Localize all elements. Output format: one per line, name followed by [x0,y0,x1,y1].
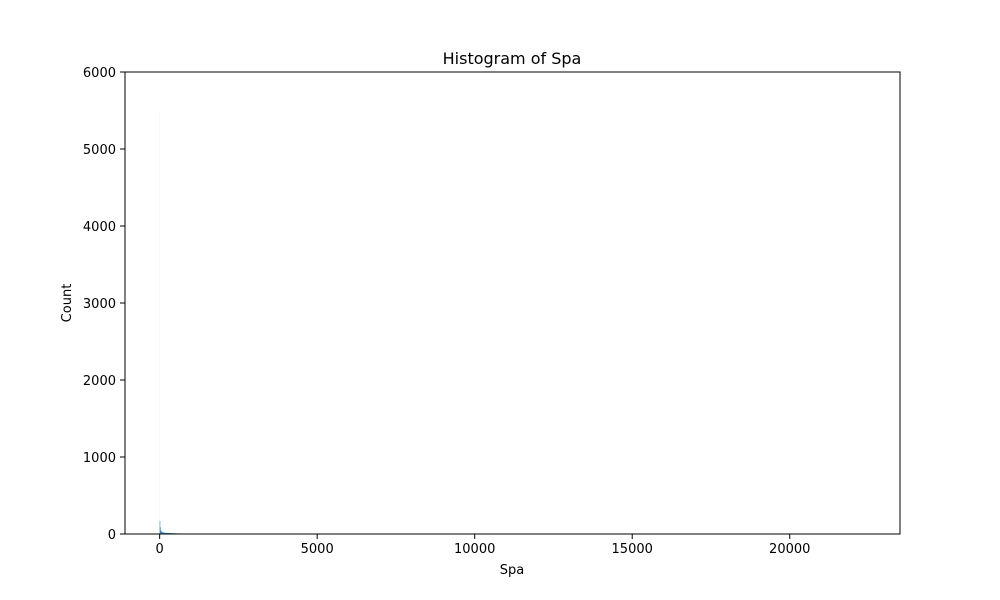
x-tick-label: 0 [156,542,164,557]
histogram-bar [164,532,166,534]
x-tick-label: 15000 [612,542,653,557]
y-axis-ticks: 0 1000 2000 3000 4000 5000 6000 [83,66,125,543]
histogram-bar [160,531,162,534]
x-tick-label: 5000 [301,542,334,557]
chart-title: Histogram of Spa [443,49,582,68]
x-axis-label: Spa [500,563,524,578]
y-tick-label: 2000 [83,374,116,389]
y-tick-label: 0 [108,528,116,543]
histogram-bar [159,520,161,534]
histogram-bars [159,110,866,534]
histogram-bar [159,527,161,534]
y-tick-label: 6000 [83,66,116,81]
histogram-bar [165,532,170,534]
y-tick-label: 4000 [83,220,116,235]
histogram-bar [162,532,165,534]
y-tick-label: 3000 [83,297,116,312]
y-axis-label: Count [60,284,75,323]
y-tick-label: 5000 [83,143,116,158]
plot-frame [124,71,901,535]
y-tick-label: 1000 [83,451,116,466]
x-axis-ticks: 0 5000 10000 15000 20000 [156,534,810,557]
x-tick-label: 10000 [454,542,495,557]
histogram-bar [160,530,161,534]
histogram-bar [159,110,160,534]
x-tick-label: 20000 [769,542,810,557]
histogram-bar [161,532,163,534]
